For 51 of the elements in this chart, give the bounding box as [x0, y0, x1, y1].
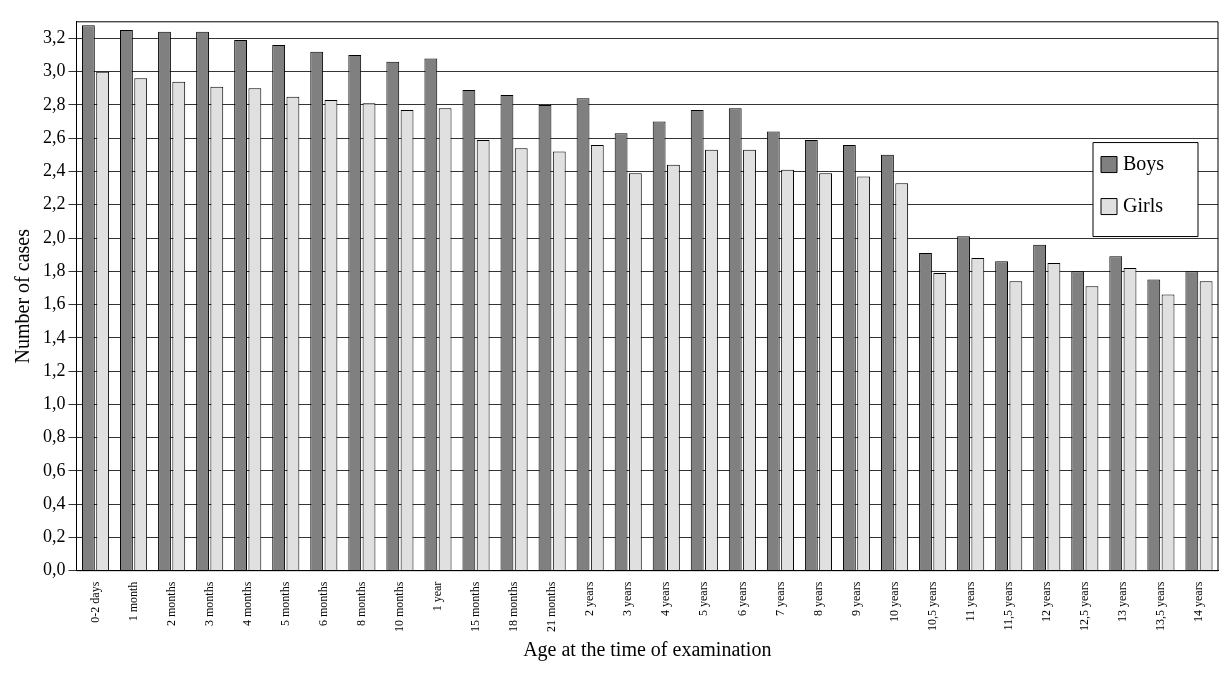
- x-tick-label: 2 months: [163, 581, 178, 627]
- x-tick-label: 1 year: [430, 581, 445, 612]
- x-tick-label: 7 years: [772, 581, 787, 616]
- x-tick-label: 13,5 years: [1153, 581, 1168, 631]
- y-tick-label: 2,8: [43, 93, 66, 114]
- x-tick-label: 12 years: [1038, 581, 1053, 622]
- x-axis-title: Age at the time of examination: [523, 638, 772, 662]
- x-tick-label: 8 years: [810, 581, 825, 616]
- x-tick-label: 1 month: [125, 581, 140, 622]
- x-tick-label: 13 years: [1115, 581, 1130, 622]
- x-tick-label: 21 months: [544, 581, 559, 633]
- y-axis-title: Number of cases: [11, 228, 34, 364]
- x-tick-label: 5 years: [696, 581, 711, 616]
- x-tick-label: 10,5 years: [924, 581, 939, 631]
- y-tick-label: 2,2: [43, 193, 66, 214]
- x-tick-label: 8 months: [354, 581, 369, 627]
- x-tick-label: 9 years: [848, 581, 863, 616]
- x-tick-label: 5 months: [277, 581, 292, 627]
- y-tick-label: 1,8: [43, 260, 66, 281]
- y-tick-label: 2,6: [43, 126, 66, 147]
- x-tick-label: 4 years: [658, 581, 673, 616]
- x-tick-label: 14 years: [1191, 581, 1206, 622]
- y-tick-label: 0,2: [43, 526, 66, 547]
- y-tick-label: 3,2: [43, 27, 66, 48]
- x-tick-label: 4 months: [239, 581, 254, 627]
- y-tick-label: 2,4: [43, 160, 66, 181]
- x-tick-label: 15 months: [468, 581, 483, 633]
- y-tick-label: 1,2: [43, 359, 66, 380]
- x-tick-label: 11,5 years: [1000, 581, 1015, 631]
- y-tick-label: 0,4: [43, 492, 66, 513]
- x-tick-label: 18 months: [506, 581, 521, 633]
- y-tick-label: 1,4: [43, 326, 66, 347]
- x-tick-label: 3 months: [201, 581, 216, 627]
- y-tick-label: 0,6: [43, 459, 66, 480]
- x-tick-label: 3 years: [620, 581, 635, 616]
- x-tick-label: 6 years: [734, 581, 749, 616]
- x-tick-label: 10 months: [392, 581, 407, 633]
- x-tick-label: 12,5 years: [1076, 581, 1091, 631]
- x-tick-label: 10 years: [886, 581, 901, 622]
- y-tick-label: 3,0: [43, 60, 66, 81]
- y-tick-label: 0,0: [43, 559, 66, 580]
- y-tick-label: 2,0: [43, 226, 66, 247]
- legend-label: Boys: [1123, 151, 1165, 175]
- y-tick-label: 1,0: [43, 393, 66, 414]
- x-tick-label: 11 years: [962, 581, 977, 622]
- legend-label: Girls: [1123, 193, 1164, 216]
- y-tick-label: 0,8: [43, 426, 66, 447]
- x-tick-label: 0-2 days: [87, 581, 102, 623]
- x-tick-label: 2 years: [582, 581, 597, 616]
- y-tick-label: 1,6: [43, 293, 66, 314]
- x-tick-label: 6 months: [315, 581, 330, 627]
